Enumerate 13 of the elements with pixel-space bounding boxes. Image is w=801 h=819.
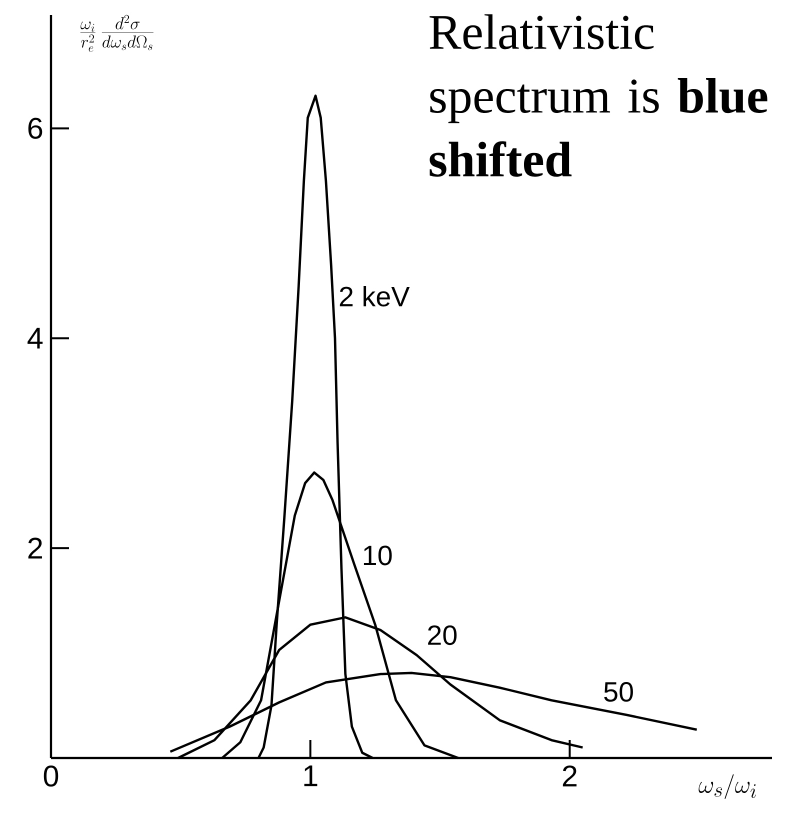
series-label: 20 <box>428 625 457 646</box>
x-axis-title: $\omega_s/\omega_i$ <box>698 774 756 799</box>
chart-title: Relativistic spectrum is blue shifted <box>430 14 768 177</box>
x-tick-label: 2 <box>562 766 577 786</box>
y-tick-label: 2 <box>28 538 42 559</box>
series-label: 10 <box>364 546 392 566</box>
y-axis-title: $\frac{\omega_i}{r_e^2}\,\frac{d^2\sigma}{d\omega_s d\Omega_s}$ <box>80 14 154 52</box>
series-label: 50 <box>604 682 633 702</box>
series-label: 2 keV <box>340 286 410 306</box>
y-tick-label: 4 <box>28 328 43 348</box>
y-tick-label: 6 <box>28 118 42 139</box>
x-tick-label: 0 <box>44 766 58 787</box>
x-tick-label: 1 <box>304 766 318 786</box>
